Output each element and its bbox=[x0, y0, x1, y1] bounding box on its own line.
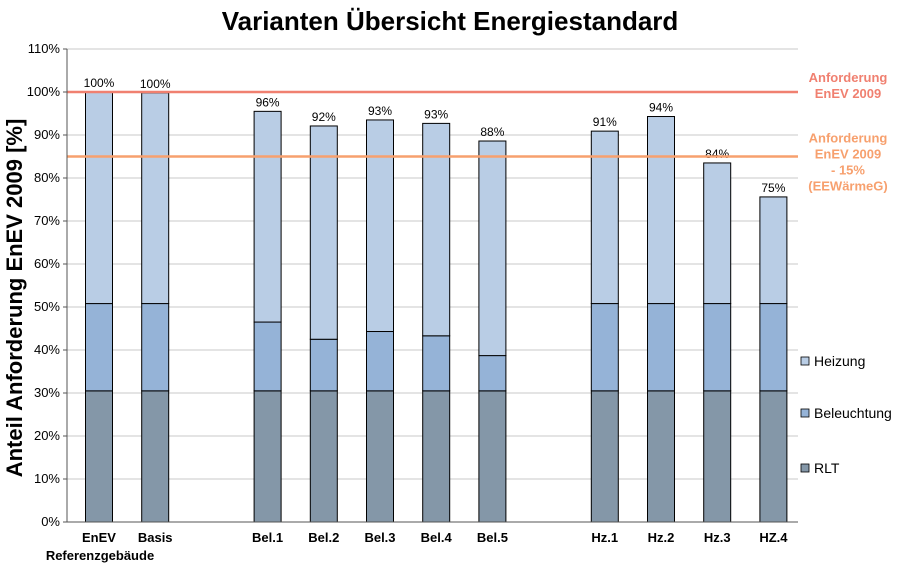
y-tick-label: 70% bbox=[34, 213, 60, 228]
reference-line-label: Anforderung bbox=[809, 70, 888, 85]
bar-segment-beleuchtung bbox=[141, 303, 170, 392]
bar-segment-rlt bbox=[366, 390, 394, 523]
bar-segment-rlt bbox=[141, 390, 170, 523]
data-label: 96% bbox=[256, 95, 280, 109]
bar-segment-heizung bbox=[478, 140, 507, 357]
y-axis-label: Anteil Anforderung EnEV 2009 [%] bbox=[2, 119, 27, 478]
bar-segment-beleuchtung bbox=[309, 338, 338, 392]
bar-segment-beleuchtung bbox=[85, 303, 113, 392]
data-label: 94% bbox=[649, 101, 673, 115]
bar-segment-heizung bbox=[759, 196, 788, 305]
bar-segment-rlt bbox=[309, 390, 338, 523]
data-label: 100% bbox=[84, 76, 115, 90]
bar-segment-beleuchtung bbox=[366, 331, 394, 392]
y-tick-label: 0% bbox=[41, 514, 60, 529]
data-label: 91% bbox=[593, 115, 617, 129]
bar-segment-heizung bbox=[590, 130, 619, 305]
y-tick-label: 60% bbox=[34, 256, 60, 271]
x-tick-label: Hz.2 bbox=[648, 530, 675, 545]
bar-segment-beleuchtung bbox=[422, 335, 451, 392]
y-tick-label: 80% bbox=[34, 170, 60, 185]
data-label: 100% bbox=[140, 77, 171, 91]
reference-line-label: (EEWärmeG) bbox=[808, 179, 887, 194]
x-tick-label: Hz.3 bbox=[704, 530, 731, 545]
bar-segment-heizung bbox=[647, 116, 675, 305]
bar-segment-heizung bbox=[366, 119, 394, 333]
reference-line-label: - 15% bbox=[831, 163, 865, 178]
legend-swatch bbox=[800, 356, 810, 366]
bar-segment-rlt bbox=[647, 390, 675, 523]
bar-segment-rlt bbox=[703, 390, 732, 523]
bars: 100% 100% 96% 92% 93% 93% 88% 91% 94% 84% 75% bbox=[84, 76, 788, 523]
x-tick-label: EnEV bbox=[82, 530, 116, 545]
reference-line-label: EnEV 2009 bbox=[815, 86, 882, 101]
x-tick-label: Bel.3 bbox=[364, 530, 395, 545]
y-tick-label: 10% bbox=[34, 471, 60, 486]
bar-segment-beleuchtung bbox=[759, 303, 788, 392]
bar-segment-heizung bbox=[703, 162, 732, 305]
data-label: 75% bbox=[761, 181, 785, 195]
reference-line-label: EnEV 2009 bbox=[815, 147, 882, 162]
reference-line-label: Anforderung bbox=[809, 131, 888, 146]
x-tick-label: HZ.4 bbox=[759, 530, 788, 545]
chart-title: Varianten Übersicht Energiestandard bbox=[222, 6, 679, 36]
y-tick-label: 90% bbox=[34, 127, 60, 142]
legend-label: Beleuchtung bbox=[814, 405, 892, 421]
bar-segment-beleuchtung bbox=[253, 321, 282, 392]
bar-segment-heizung bbox=[85, 91, 113, 305]
y-tick-label: 30% bbox=[34, 385, 60, 400]
bar-segment-rlt bbox=[422, 390, 451, 523]
bar-segment-beleuchtung bbox=[647, 303, 675, 392]
y-tick-label: 100% bbox=[27, 84, 61, 99]
x-group-label: Referenzgebäude bbox=[46, 548, 154, 563]
x-tick-label: Bel.2 bbox=[308, 530, 339, 545]
y-tick-label: 50% bbox=[34, 299, 60, 314]
data-label: 84% bbox=[705, 147, 729, 161]
bar-segment-rlt bbox=[759, 390, 788, 523]
bar-segment-heizung bbox=[422, 122, 451, 337]
bar-segment-beleuchtung bbox=[703, 303, 732, 392]
x-tick-label: Bel.5 bbox=[477, 530, 508, 545]
bar-segment-beleuchtung bbox=[590, 303, 619, 392]
x-tick-label: Bel.4 bbox=[421, 530, 453, 545]
bar-segment-rlt bbox=[590, 390, 619, 523]
bar-segment-heizung bbox=[253, 110, 282, 323]
bar-segment-heizung bbox=[309, 125, 338, 340]
axes: 0% 10% 20% 30% 40% 50% 60% 70% 80% 90% 100% 110% EnE… bbox=[27, 41, 798, 545]
legend-swatch bbox=[800, 463, 810, 473]
legend-label: Heizung bbox=[814, 353, 865, 369]
y-tick-label: 20% bbox=[34, 428, 60, 443]
bar-segment-rlt bbox=[478, 390, 507, 523]
data-label: 92% bbox=[312, 110, 336, 124]
data-label: 93% bbox=[424, 107, 448, 121]
legend-swatch bbox=[800, 408, 810, 418]
y-tick-label: 110% bbox=[28, 41, 61, 56]
y-tick-label: 40% bbox=[34, 342, 60, 357]
data-label: 88% bbox=[480, 125, 504, 139]
x-tick-label: Basis bbox=[138, 530, 173, 545]
legend: Heizung Beleuchtung RLT bbox=[800, 353, 892, 476]
bar-segment-rlt bbox=[253, 390, 282, 523]
bar-segment-rlt bbox=[85, 390, 113, 523]
x-tick-label: Bel.1 bbox=[252, 530, 283, 545]
data-label: 93% bbox=[368, 104, 392, 118]
bar-segment-beleuchtung bbox=[478, 355, 507, 392]
x-tick-label: Hz.1 bbox=[591, 530, 618, 545]
bar-segment-heizung bbox=[141, 92, 170, 305]
legend-label: RLT bbox=[814, 460, 840, 476]
